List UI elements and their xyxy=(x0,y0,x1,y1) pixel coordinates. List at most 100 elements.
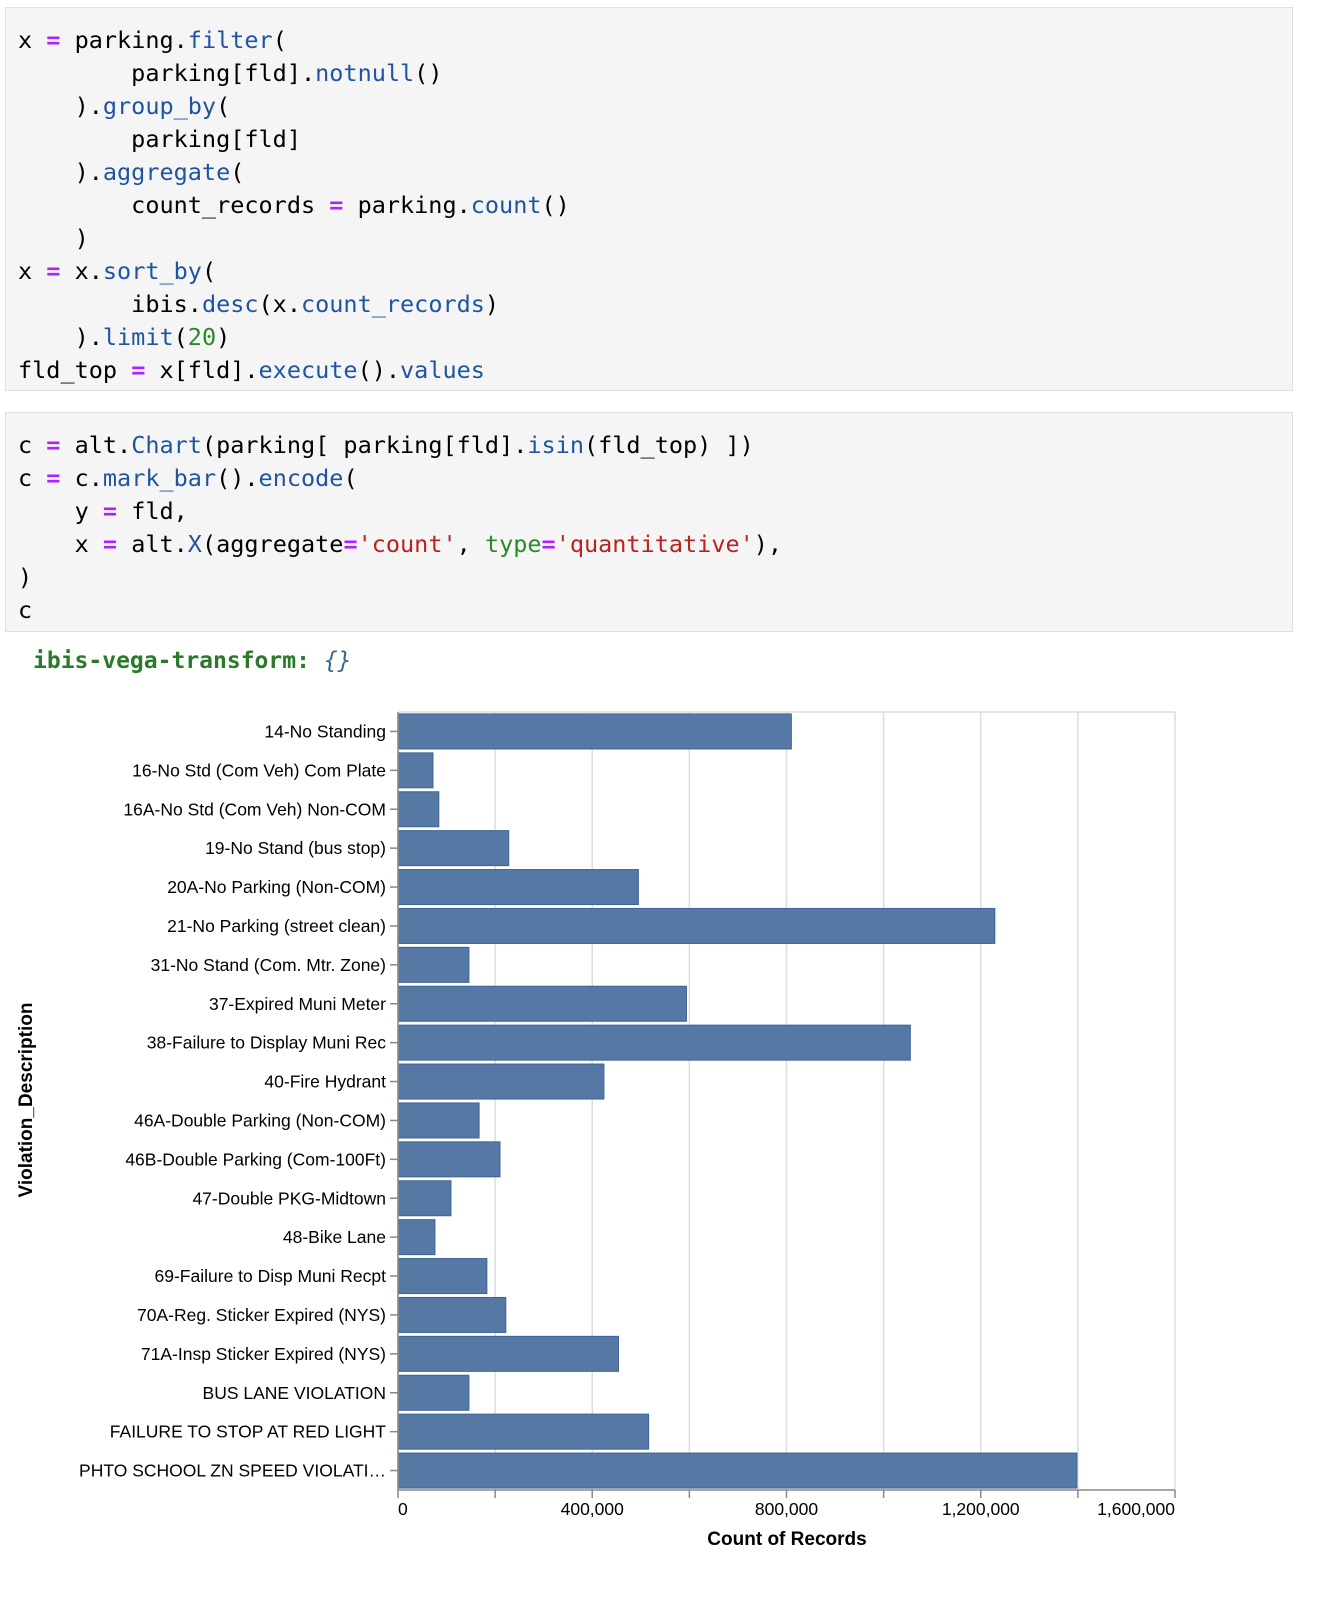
bar[interactable] xyxy=(397,946,470,983)
code-token: (aggregate xyxy=(201,530,344,558)
code-line: count_records = parking.count() xyxy=(18,189,1292,222)
bar[interactable] xyxy=(397,985,687,1022)
code-cell-2[interactable]: c = alt.Chart(parking[ parking[fld].isin… xyxy=(5,412,1293,632)
code-token: (). xyxy=(216,464,259,492)
code-token: x xyxy=(18,257,47,285)
code-token: () xyxy=(541,191,570,219)
bar[interactable] xyxy=(397,1413,650,1450)
y-tick-label: 69-Failure to Disp Muni Recpt xyxy=(155,1266,387,1286)
bar[interactable] xyxy=(397,1219,436,1256)
code-line: ) xyxy=(18,561,1292,594)
code-token: = xyxy=(46,257,61,285)
code-line: c = alt.Chart(parking[ parking[fld].isin… xyxy=(18,429,1292,462)
y-tick-label: 14-No Standing xyxy=(264,721,386,741)
code-token: alt. xyxy=(60,431,132,459)
code-token: c. xyxy=(60,464,103,492)
code-token: ). xyxy=(18,158,103,186)
bar[interactable] xyxy=(397,1141,501,1178)
y-tick-label: 40-Fire Hydrant xyxy=(264,1072,386,1092)
code-line: y = fld, xyxy=(18,495,1292,528)
code-token: (parking[ parking[fld]. xyxy=(201,431,528,459)
code-token: fld_top xyxy=(18,356,132,384)
bar[interactable] xyxy=(397,830,510,867)
y-axis-title: Violation_Description xyxy=(16,1003,37,1198)
code-line: ).aggregate( xyxy=(18,156,1292,189)
code-token: isin xyxy=(527,431,584,459)
y-tick-label: 20A-No Parking (Non-COM) xyxy=(167,877,386,897)
code-editor[interactable]: c = alt.Chart(parking[ parking[fld].isin… xyxy=(6,413,1292,627)
code-token: ( xyxy=(216,92,231,120)
code-line: fld_top = x[fld].execute().values xyxy=(18,354,1292,387)
y-tick-label: FAILURE TO STOP AT RED LIGHT xyxy=(110,1422,387,1442)
code-token: parking[fld]. xyxy=(18,59,316,87)
code-token: ibis. xyxy=(18,290,202,318)
y-tick-label: 16A-No Std (Com Veh) Non-COM xyxy=(123,799,386,819)
y-tick-label: 38-Failure to Display Muni Rec xyxy=(147,1033,387,1053)
bar[interactable] xyxy=(397,1102,480,1139)
code-token: ( xyxy=(173,323,188,351)
bar[interactable] xyxy=(397,1180,452,1217)
code-token: parking. xyxy=(343,191,471,219)
code-token: ( xyxy=(272,26,287,54)
bar[interactable] xyxy=(397,869,639,906)
x-tick-label: 1,200,000 xyxy=(942,1499,1020,1519)
code-token: x xyxy=(18,26,47,54)
code-token: 'quantitative' xyxy=(555,530,754,558)
bar[interactable] xyxy=(397,752,434,789)
bar[interactable] xyxy=(397,1452,1078,1489)
bar[interactable] xyxy=(397,1335,619,1372)
x-axis-title: Count of Records xyxy=(707,1529,866,1550)
code-token: parking. xyxy=(60,26,188,54)
code-line: c xyxy=(18,594,1292,627)
code-token: c xyxy=(18,464,47,492)
bar[interactable] xyxy=(397,1374,470,1411)
y-tick-label: 16-No Std (Com Veh) Com Plate xyxy=(132,760,386,780)
bar[interactable] xyxy=(397,1063,605,1100)
gridlines xyxy=(397,711,1176,1490)
code-token: values xyxy=(400,356,485,384)
bar-chart: 14-No Standing 16-No Std (Com Veh) Com Pl… xyxy=(16,711,1176,1550)
y-tick-label: 37-Expired Muni Meter xyxy=(209,994,386,1014)
code-token: c xyxy=(18,596,33,624)
y-tick-label: 21-No Parking (street clean) xyxy=(167,916,386,936)
y-axis: 14-No Standing 16-No Std (Com Veh) Com Pl… xyxy=(79,712,399,1490)
code-token: = xyxy=(46,431,61,459)
code-token: (x. xyxy=(258,290,301,318)
code-token: y xyxy=(18,497,103,525)
bar[interactable] xyxy=(397,1296,507,1333)
code-cell-1[interactable]: x = parking.filter( parking[fld].notnull… xyxy=(5,7,1293,391)
code-token: ), xyxy=(753,530,783,558)
code-line: c = c.mark_bar().encode( xyxy=(18,462,1292,495)
bars xyxy=(397,713,1078,1489)
code-line: ) xyxy=(18,222,1292,255)
output-label: ibis-vega-transform: {} xyxy=(33,648,352,674)
code-token: 'count' xyxy=(357,530,457,558)
code-token: x[fld]. xyxy=(145,356,259,384)
code-token: ( xyxy=(201,257,217,285)
code-line: ).group_by( xyxy=(18,90,1292,123)
code-token: = xyxy=(343,530,358,558)
code-token: , xyxy=(456,530,485,558)
y-tick-label: 48-Bike Lane xyxy=(283,1227,386,1247)
code-token: execute xyxy=(258,356,358,384)
output-label-value: {} xyxy=(323,648,352,674)
bar[interactable] xyxy=(397,1258,488,1295)
code-token: ). xyxy=(18,92,103,120)
code-token: ) xyxy=(18,224,89,252)
code-token: ) xyxy=(484,290,500,318)
y-tick-label: 46A-Double Parking (Non-COM) xyxy=(134,1110,386,1130)
code-token: = xyxy=(46,26,61,54)
code-token: aggregate xyxy=(102,158,231,186)
code-token: ( xyxy=(343,464,358,492)
code-token: count_records xyxy=(300,290,485,318)
bar[interactable] xyxy=(397,907,996,944)
y-tick-label: 71A-Insp Sticker Expired (NYS) xyxy=(141,1344,386,1364)
code-token: (fld_top) ]) xyxy=(583,431,754,459)
bar[interactable] xyxy=(397,1024,911,1061)
bar[interactable] xyxy=(397,791,440,828)
bar[interactable] xyxy=(397,713,792,750)
code-token: desc xyxy=(201,290,259,318)
y-tick-label: 19-No Stand (bus stop) xyxy=(205,838,386,858)
code-token: count_records xyxy=(18,191,330,219)
code-editor[interactable]: x = parking.filter( parking[fld].notnull… xyxy=(6,8,1292,387)
